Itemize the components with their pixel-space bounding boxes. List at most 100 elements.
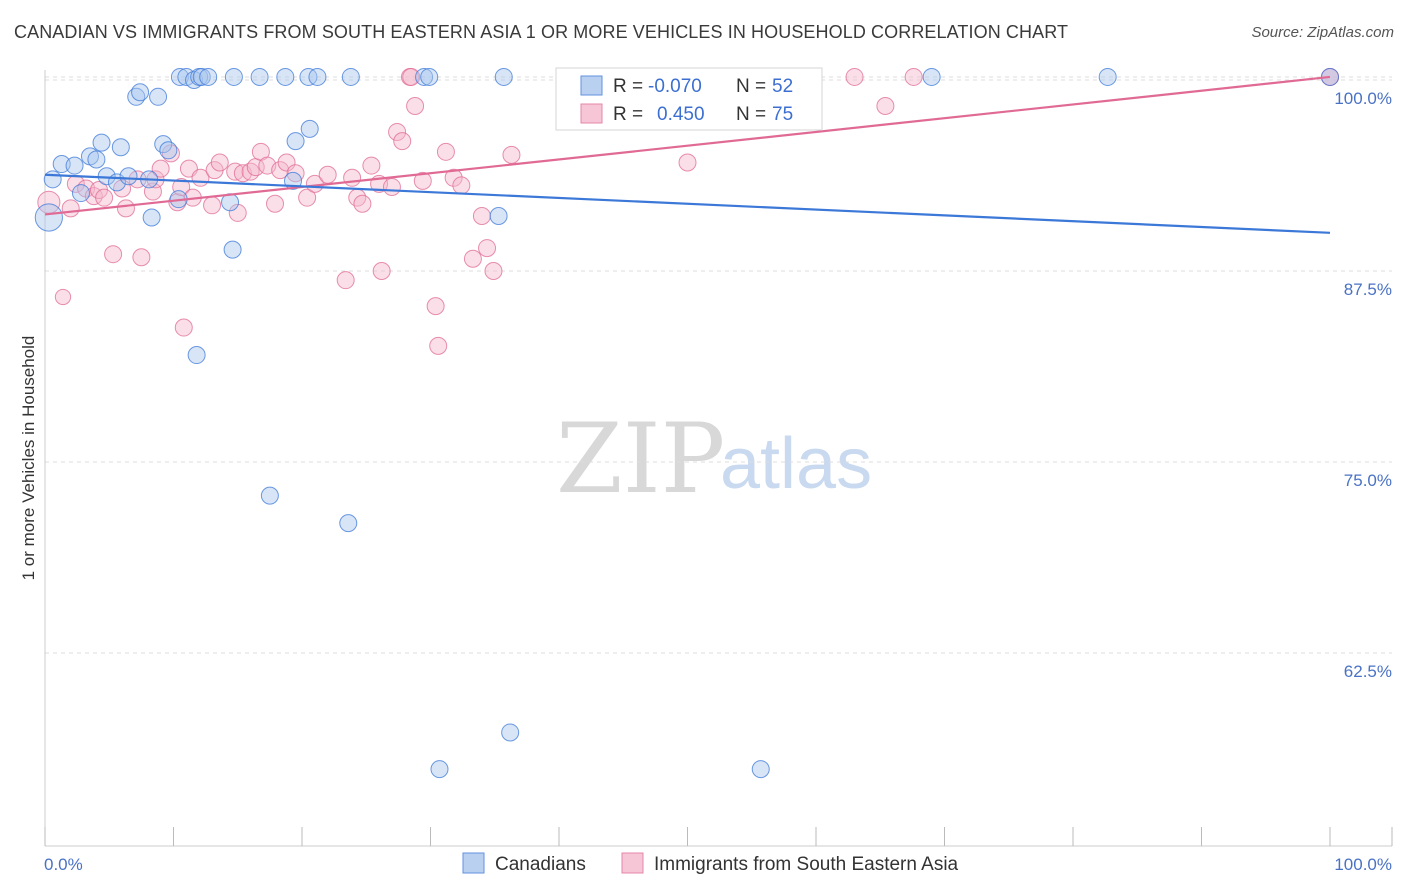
- canadians-point: [300, 119, 319, 138]
- immigrants-point: [61, 199, 80, 218]
- stats-blue-r-label: R =: [613, 76, 643, 97]
- immigrants-point: [174, 318, 193, 337]
- canadians-point: [52, 155, 71, 174]
- stats-blue-n-label: N =: [736, 76, 766, 97]
- canadians-point: [111, 138, 130, 157]
- immigrants-point: [132, 248, 151, 267]
- immigrants-point: [228, 203, 247, 222]
- immigrants-point: [413, 171, 432, 190]
- canadians-point: [34, 203, 63, 232]
- legend: Canadians Immigrants from South Eastern …: [462, 852, 959, 875]
- canadians-point: [149, 87, 168, 106]
- trend-lines: [44, 75, 1331, 234]
- legend-immigrants-label: Immigrants from South Eastern Asia: [654, 854, 959, 875]
- immigrants-point: [402, 67, 421, 86]
- y-axis-tick-labels: 62.5% 75.0% 87.5% 100.0%: [1334, 89, 1392, 681]
- stats-blue-r-value: -0.070: [648, 76, 702, 97]
- immigrants-point: [406, 96, 425, 115]
- canadians-point: [250, 67, 269, 86]
- canadians-point: [430, 760, 449, 779]
- immigrants-point: [463, 249, 482, 268]
- immigrants-point: [426, 297, 445, 316]
- immigrants-point: [429, 336, 448, 355]
- legend-immigrants-swatch: [621, 852, 644, 874]
- canadians-point: [260, 486, 279, 505]
- immigrants-point: [266, 194, 285, 213]
- immigrants-point: [271, 161, 290, 180]
- canadians-point: [489, 206, 508, 225]
- canadians-point: [131, 83, 150, 102]
- stats-blue-swatch: [580, 75, 603, 96]
- canadians-point: [308, 67, 327, 86]
- canadians-point: [494, 67, 513, 86]
- immigrants-point: [210, 153, 229, 172]
- canadians-point: [415, 67, 434, 86]
- canadians-point: [276, 67, 295, 86]
- immigrants-point: [343, 168, 362, 187]
- immigrants-point: [452, 176, 471, 195]
- canadians-point: [92, 133, 111, 152]
- canadians-point: [65, 156, 84, 175]
- y-tick-label: 75.0%: [1344, 471, 1392, 490]
- immigrants-point: [362, 156, 381, 175]
- canadians-point: [341, 67, 360, 86]
- immigrants-point: [393, 132, 412, 151]
- stats-blue-n-value: 52: [772, 76, 793, 97]
- canadians-point: [751, 760, 770, 779]
- canadians-point: [71, 184, 90, 203]
- legend-canadians-label: Canadians: [495, 854, 586, 875]
- canadians-point: [87, 150, 106, 169]
- canadians-point: [43, 170, 62, 189]
- immigrants-point: [845, 67, 864, 86]
- immigrants-trend-line: [44, 75, 1331, 216]
- immigrants-point: [904, 67, 923, 86]
- watermark-zip: ZIP: [556, 403, 725, 515]
- immigrants-point: [444, 168, 463, 187]
- canadians-point: [170, 67, 189, 86]
- immigrants-point: [678, 153, 697, 172]
- stats-pink-r-value: 0.450: [657, 104, 705, 125]
- x-tick-label-max: 100.0%: [1334, 855, 1392, 874]
- immigrants-point: [318, 165, 337, 184]
- immigrants-point: [478, 239, 497, 258]
- stats-pink-n-value: 75: [772, 104, 793, 125]
- immigrants-point: [353, 194, 372, 213]
- legend-canadians-swatch: [462, 852, 485, 874]
- immigrants-point: [372, 262, 391, 280]
- immigrants-point: [298, 188, 317, 207]
- watermark-atlas: atlas: [720, 424, 872, 504]
- canadians-point: [142, 208, 161, 227]
- y-tick-label: 87.5%: [1344, 280, 1392, 299]
- immigrants-point: [484, 262, 503, 280]
- stats-pink-swatch: [580, 103, 603, 124]
- immigrants-point: [116, 199, 135, 218]
- immigrants-point: [277, 153, 296, 172]
- canadians-point: [1098, 67, 1117, 86]
- stats-box: R = -0.070 N = 52 R = 0.450 N = 75: [555, 67, 823, 131]
- chart-title: CANADIAN VS IMMIGRANTS FROM SOUTH EASTER…: [14, 22, 1069, 42]
- y-tick-label: 100.0%: [1334, 89, 1392, 108]
- canadians-trend-line: [44, 173, 1331, 234]
- immigrants-point: [336, 271, 355, 290]
- stats-pink-n-label: N =: [736, 104, 766, 125]
- canadians-point: [187, 346, 206, 365]
- immigrants-point: [436, 142, 455, 161]
- canadians-point: [286, 132, 305, 151]
- canadians-point: [223, 240, 242, 259]
- immigrants-point: [104, 245, 123, 264]
- canadians-point: [119, 167, 138, 186]
- immigrants-point: [151, 159, 170, 178]
- canadians-point: [339, 514, 358, 533]
- stats-pink-r-label: R =: [613, 104, 643, 125]
- immigrants-point: [54, 288, 72, 306]
- immigrants-point: [161, 144, 180, 163]
- canadians-point: [199, 67, 218, 86]
- x-tick-label-min: 0.0%: [44, 855, 83, 874]
- immigrants-point: [502, 145, 521, 164]
- immigrants-point: [472, 206, 491, 225]
- immigrants-point: [382, 177, 401, 196]
- canadians-point: [922, 67, 941, 86]
- y-axis-label: 1 or more Vehicles in Household: [19, 336, 38, 581]
- canadians-point: [159, 141, 178, 160]
